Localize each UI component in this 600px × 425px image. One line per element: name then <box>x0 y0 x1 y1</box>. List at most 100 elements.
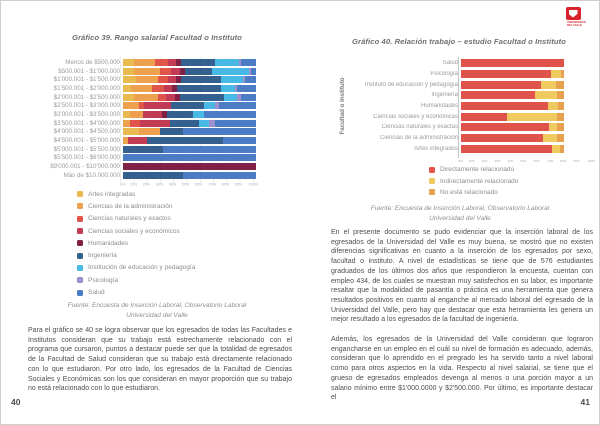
bar-segment <box>214 102 219 110</box>
category-label: $3'500.001 - $4'000.000 <box>53 119 120 127</box>
bar-segment <box>138 128 161 136</box>
axis-tick-label: 0% <box>458 159 463 164</box>
logo-text: UNIVERSIDAD DEL VALLE <box>567 21 586 27</box>
chart-row: $3'500.001 - $4'000.000 <box>29 119 256 128</box>
axis-tick-label: 40% <box>507 159 515 164</box>
bar-segment <box>182 171 256 179</box>
bar-segment <box>164 84 173 92</box>
legend-label: Artes integradas <box>88 190 136 198</box>
chart-row: Ciencias de la administración <box>353 133 564 144</box>
bar-segment <box>172 84 178 92</box>
bar-segment <box>550 70 561 79</box>
chart-row: Artes integrados <box>353 144 564 155</box>
category-label: $1'500.001 - $2'000.000 <box>53 84 120 92</box>
chart-row: Ciencias sociales y económicas <box>353 111 564 122</box>
bar-segment <box>168 58 177 66</box>
bar-segment <box>123 58 134 66</box>
bar-track <box>123 163 256 171</box>
legend-swatch-icon <box>77 191 83 198</box>
legend-label: Indirectamente relacionado <box>440 177 519 185</box>
bar-segment <box>142 110 162 118</box>
bar-track <box>461 134 564 143</box>
chart40-x-axis-ticks: 0% 10% 20% 30% 40% 50% 60% 70% 80% 90% 100% <box>456 158 594 165</box>
bar-segment <box>461 134 544 143</box>
bar-segment <box>250 67 256 75</box>
chart-row: $2'000.001 - $2'500.000 <box>29 93 256 102</box>
bar-track <box>461 70 564 79</box>
bar-segment <box>556 134 564 143</box>
legend-swatch-icon <box>77 252 83 259</box>
legend-label: Psicología <box>88 276 118 284</box>
legend-item: Ciencias de la administración <box>77 200 195 212</box>
bar-segment <box>461 59 564 68</box>
axis-tick-label: 50% <box>520 159 528 164</box>
chart-row: Menos de $500.000 <box>29 58 256 67</box>
bar-segment <box>204 102 215 110</box>
bar-segment <box>238 58 242 66</box>
chart40-legend: Directamente relacionado Indirectamente r… <box>429 164 518 198</box>
bar-track <box>123 128 256 136</box>
bar-segment <box>555 80 564 89</box>
category-label: Humanidades <box>420 103 458 110</box>
bar-track <box>123 154 256 162</box>
chart39-source-line1: Fuente: Encuesta de Inserción Laboral, O… <box>67 302 247 309</box>
bar-track <box>123 67 256 75</box>
bar-segment <box>138 102 145 110</box>
category-label: Ciencias sociales y económicas <box>373 113 458 120</box>
chart-row: Humanidades <box>353 101 564 112</box>
bar-segment <box>461 112 508 121</box>
category-label: Ingeniería <box>431 92 458 99</box>
bar-segment <box>547 102 558 111</box>
chart-row: Ingeniería <box>353 90 564 101</box>
bar-segment <box>461 144 552 153</box>
bar-segment <box>214 58 239 66</box>
universidad-del-valle-logo: UNIVERSIDAD DEL VALLE <box>560 7 586 34</box>
bar-segment <box>218 102 256 110</box>
category-label: $5'500.001 - $6'000.000 <box>53 154 120 162</box>
legend-swatch-icon <box>429 166 435 173</box>
legend-label: Ingeniería <box>88 252 117 260</box>
chart40-axis-line <box>458 57 459 158</box>
bar-segment <box>176 58 182 66</box>
bar-segment <box>245 76 256 84</box>
bar-segment <box>181 58 215 66</box>
bar-segment <box>123 102 139 110</box>
bar-segment <box>123 84 131 92</box>
bar-segment <box>181 76 222 84</box>
chart-row: $4'000.001 - $4'500.000 <box>29 128 256 137</box>
bar-segment <box>123 119 130 127</box>
legend-swatch-icon <box>77 240 83 247</box>
bar-segment <box>461 102 548 111</box>
bar-segment <box>123 137 129 145</box>
bar-track <box>123 137 256 145</box>
chart-row: Psicología <box>353 69 564 80</box>
bar-segment <box>162 145 256 153</box>
axis-tick-label: 80% <box>559 159 567 164</box>
chart40-title: Gráfico 40. Relación trabajo – estudio F… <box>352 37 566 46</box>
chart-row: $2'500.001 - $3'000.000 <box>29 101 256 110</box>
bar-segment <box>461 123 549 132</box>
bar-segment <box>133 58 155 66</box>
bar-segment <box>541 80 556 89</box>
page41-paragraph-2: Además, los egresados de la Universidad … <box>331 336 593 402</box>
axis-tick-label: 90% <box>234 182 242 187</box>
bar-segment <box>249 67 251 75</box>
bar-track <box>461 59 564 68</box>
bar-segment <box>241 93 256 101</box>
bar-segment <box>214 119 256 127</box>
bar-segment <box>198 119 210 127</box>
bar-track <box>123 84 256 92</box>
legend-item: Psicología <box>77 274 195 286</box>
chart-row: $500.001 - $1'000.000 <box>29 67 256 76</box>
bar-segment <box>221 76 243 84</box>
bar-segment <box>168 76 177 84</box>
legend-label: Ciencias naturales y exactos <box>88 215 171 223</box>
bar-segment <box>461 91 536 100</box>
bar-segment <box>551 144 560 153</box>
axis-tick-label: 100% <box>586 159 595 164</box>
axis-tick-label: 80% <box>221 182 229 187</box>
chart40-source-line1: Fuente: Encuesta de Inserción Laboral, O… <box>370 205 550 212</box>
bar-segment <box>548 123 557 132</box>
legend-swatch-icon <box>77 289 83 296</box>
